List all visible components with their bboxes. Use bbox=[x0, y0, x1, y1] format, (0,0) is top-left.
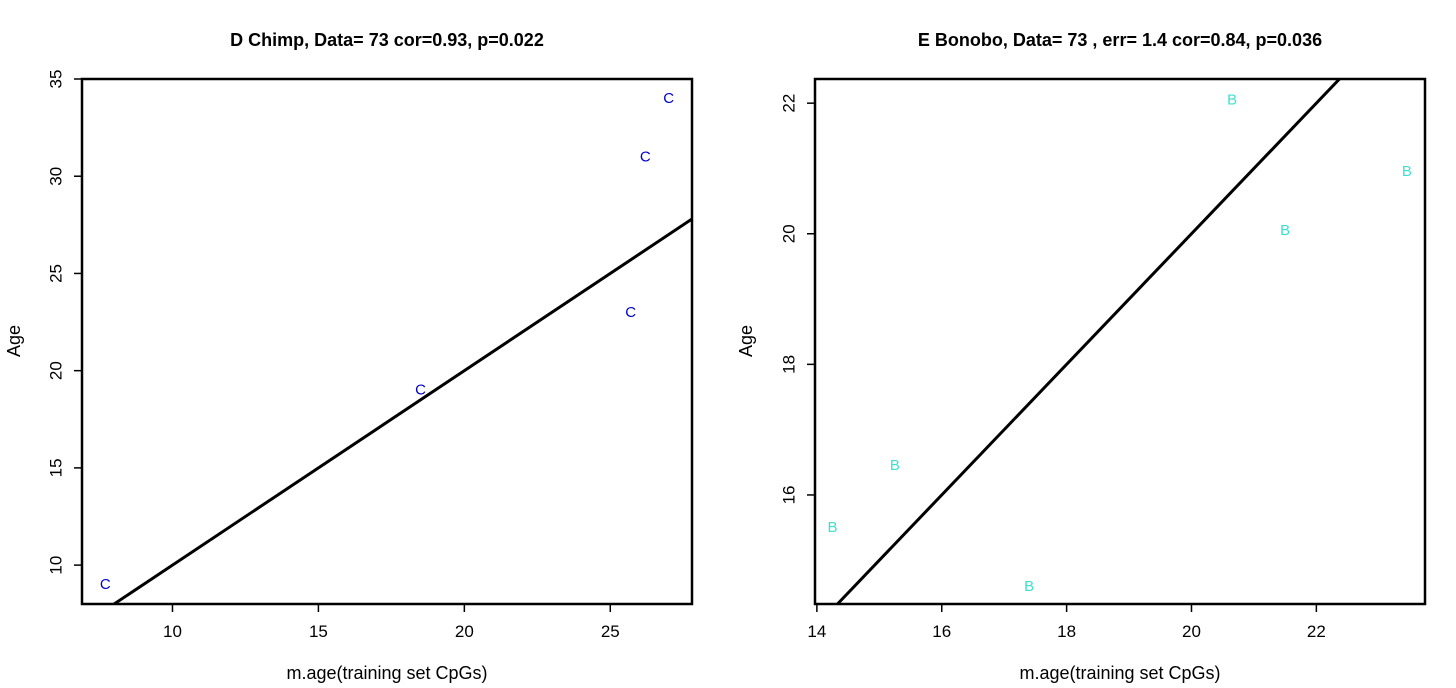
bonobo-y-tick-label: 16 bbox=[780, 485, 799, 504]
bonobo-y-axis-label: Age bbox=[736, 325, 756, 357]
chimp-x-axis-label: m.age(training set CpGs) bbox=[286, 663, 487, 683]
chimp-plot-panel: D Chimp, Data= 73 cor=0.93, p=0.022 10 15… bbox=[4, 30, 694, 683]
bonobo-y-axis: 16 18 20 22 bbox=[780, 94, 815, 504]
chimp-plot-area bbox=[80, 77, 694, 606]
chimp-y-tick-label: 25 bbox=[47, 264, 66, 283]
chimp-x-tick-label: 25 bbox=[601, 622, 620, 641]
bonobo-x-tick-label: 22 bbox=[1307, 622, 1326, 641]
chimp-y-tick-label: 35 bbox=[47, 70, 66, 89]
chimp-x-tick-label: 20 bbox=[455, 622, 474, 641]
chimp-data-point: C bbox=[100, 576, 111, 593]
bonobo-y-tick-label: 22 bbox=[780, 94, 799, 113]
bonobo-data-point: B bbox=[1402, 163, 1412, 180]
bonobo-plot-title: E Bonobo, Data= 73 , err= 1.4 cor=0.84, … bbox=[918, 30, 1322, 50]
bonobo-plot-area bbox=[813, 77, 1427, 606]
chimp-data-point: C bbox=[625, 304, 636, 321]
bonobo-data-point: B bbox=[890, 457, 900, 474]
bonobo-plot-content: B B B B B B bbox=[827, 79, 1412, 604]
chimp-y-axis-label: Age bbox=[4, 325, 24, 357]
chimp-x-tick-label: 10 bbox=[163, 622, 182, 641]
chimp-x-axis: 10 15 20 25 bbox=[163, 604, 620, 641]
bonobo-x-axis: 14 16 18 20 22 bbox=[807, 604, 1326, 641]
bonobo-data-point: B bbox=[1280, 222, 1290, 239]
chimp-fit-line bbox=[113, 217, 692, 604]
bonobo-x-tick-label: 20 bbox=[1182, 622, 1201, 641]
chimp-y-tick-label: 15 bbox=[47, 458, 66, 477]
bonobo-x-axis-label: m.age(training set CpGs) bbox=[1019, 663, 1220, 683]
bonobo-y-tick-label: 20 bbox=[780, 224, 799, 243]
chimp-data-point: C bbox=[415, 382, 426, 399]
chimp-y-tick-label: 20 bbox=[47, 361, 66, 380]
bonobo-plot-panel: E Bonobo, Data= 73 , err= 1.4 cor=0.84, … bbox=[736, 30, 1427, 683]
bonobo-data-point: B bbox=[1227, 91, 1237, 108]
chimp-data-point: C bbox=[663, 90, 674, 107]
bonobo-x-tick-label: 18 bbox=[1057, 622, 1076, 641]
chimp-plot-content: C C C C C bbox=[100, 90, 692, 604]
bonobo-data-point: B bbox=[1024, 578, 1034, 595]
bonobo-x-tick-label: 14 bbox=[807, 622, 826, 641]
bonobo-data-point: B bbox=[827, 519, 837, 536]
bonobo-y-tick-label: 18 bbox=[780, 355, 799, 374]
chimp-plot-title: D Chimp, Data= 73 cor=0.93, p=0.022 bbox=[230, 30, 544, 50]
chimp-y-axis: 10 15 20 25 30 35 bbox=[47, 70, 82, 575]
chimp-data-point: C bbox=[640, 148, 651, 165]
bonobo-x-tick-label: 16 bbox=[932, 622, 951, 641]
chimp-y-tick-label: 30 bbox=[47, 167, 66, 186]
chimp-y-tick-label: 10 bbox=[47, 556, 66, 575]
chimp-x-tick-label: 15 bbox=[309, 622, 328, 641]
bonobo-fit-line bbox=[836, 79, 1341, 604]
